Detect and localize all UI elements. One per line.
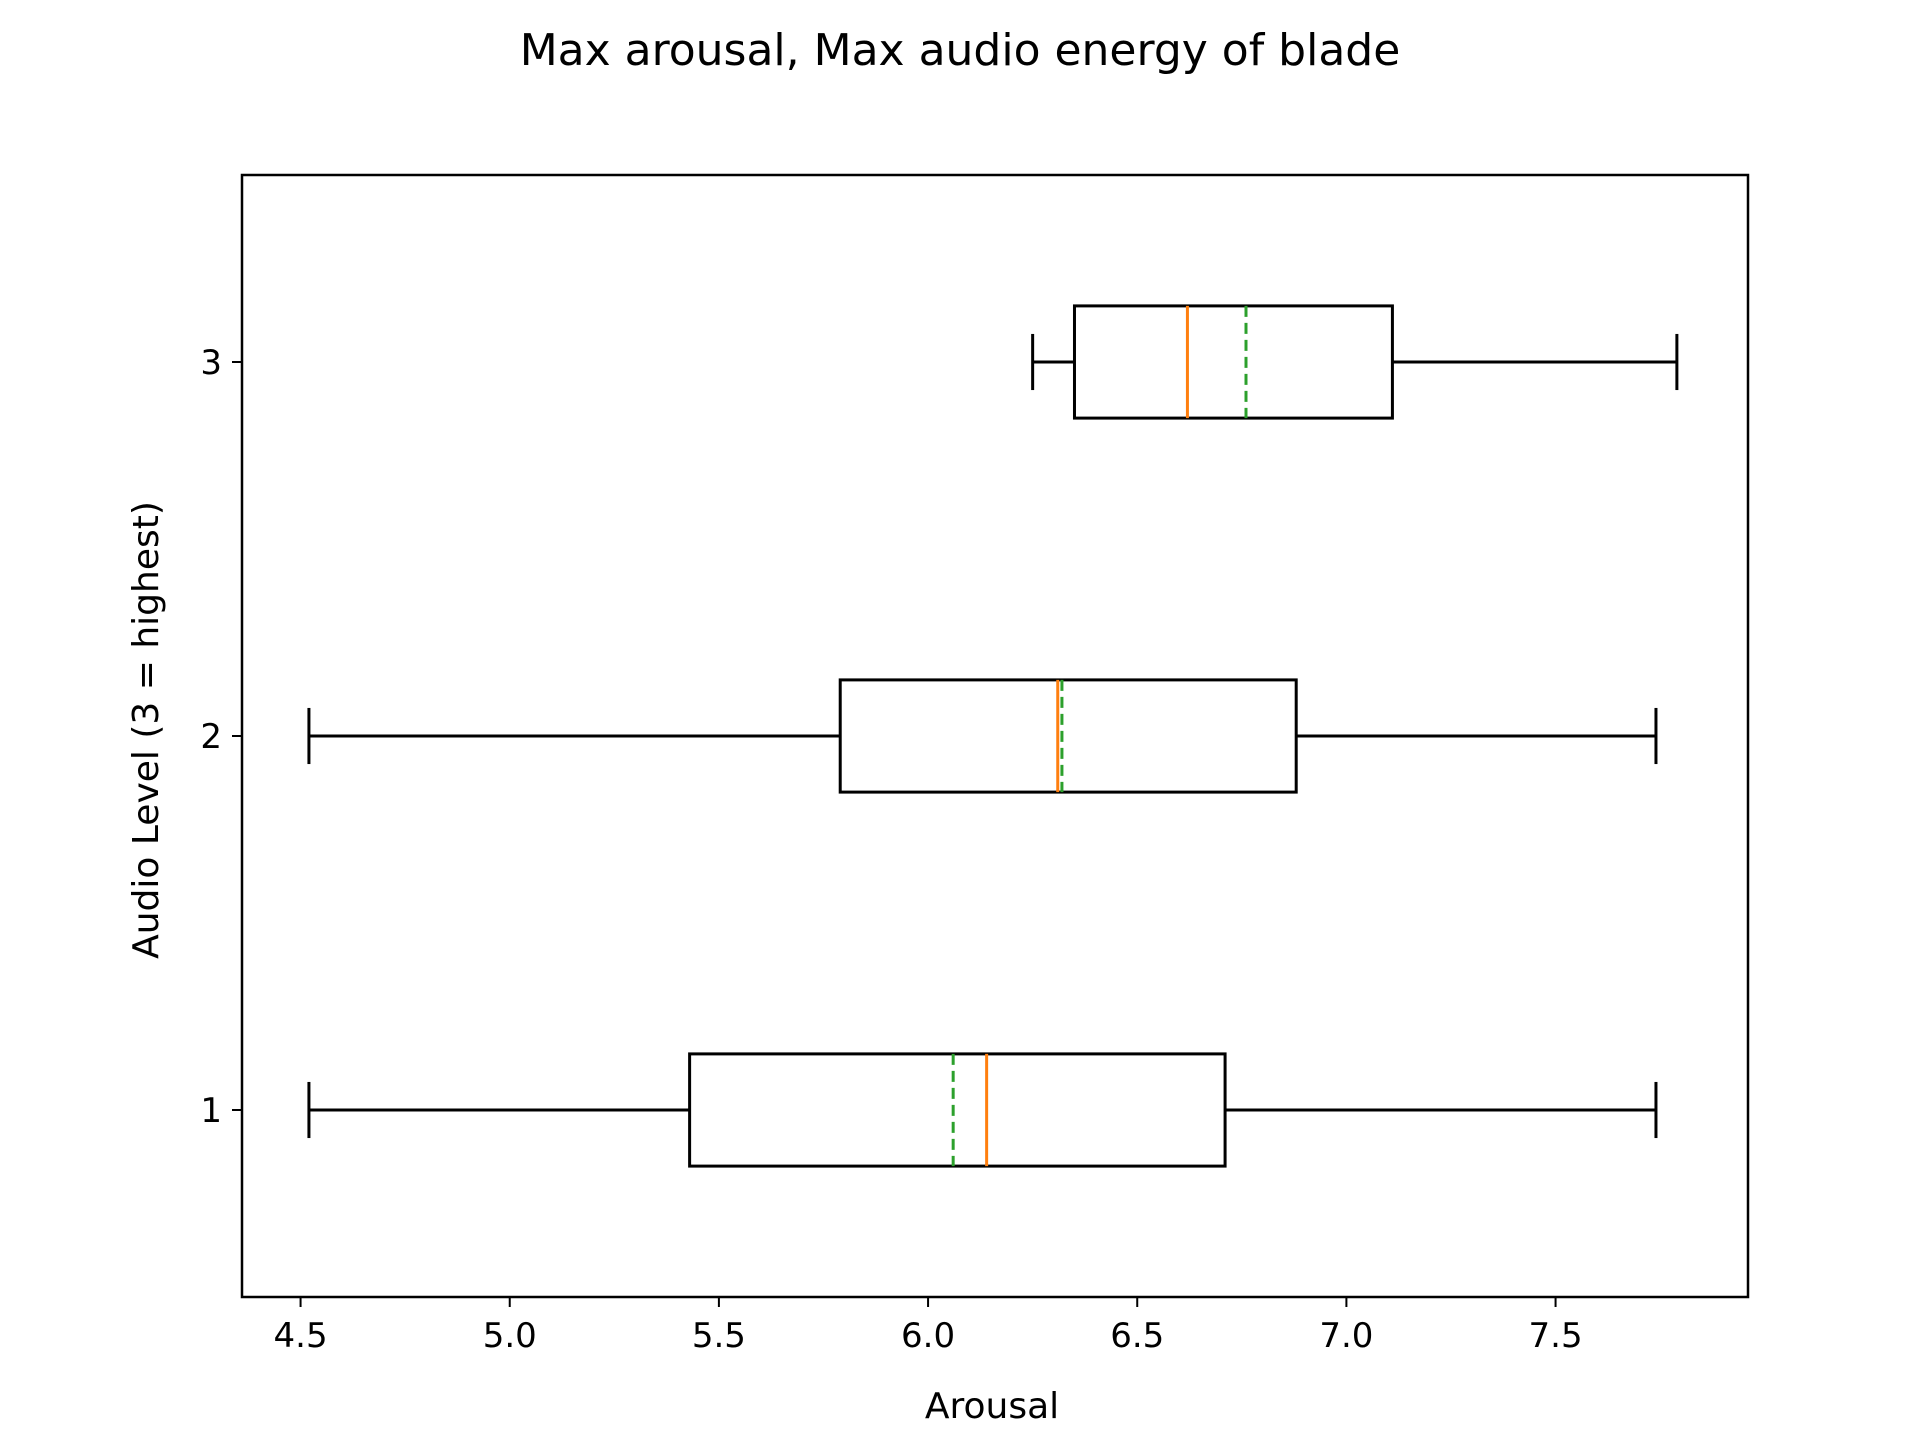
y-tick-label: 3 [200,343,222,383]
iqr-box [1072,304,1394,420]
iqr-box [688,1052,1227,1168]
y-tick-label: 2 [200,717,222,757]
x-tick-label: 5.0 [483,1316,537,1356]
x-tick-label: 4.5 [274,1316,328,1356]
x-tick-label: 7.5 [1529,1316,1583,1356]
plot-area: 4.5 5.0 5.5 6.0 6.5 7.0 7.5 1 2 3 [200,173,1750,1356]
x-tick-label: 7.0 [1319,1316,1373,1356]
iqr-box [838,678,1298,794]
x-tick-label: 6.5 [1110,1316,1164,1356]
chart-title: Max arousal, Max audio energy of blade [520,25,1401,76]
y-tick-label: 1 [200,1091,222,1131]
x-axis-label: Arousal [925,1386,1059,1427]
x-tick-label: 6.0 [901,1316,955,1356]
x-tick-label: 5.5 [692,1316,746,1356]
y-axis-label: Audio Level (3 = highest) [126,501,167,959]
